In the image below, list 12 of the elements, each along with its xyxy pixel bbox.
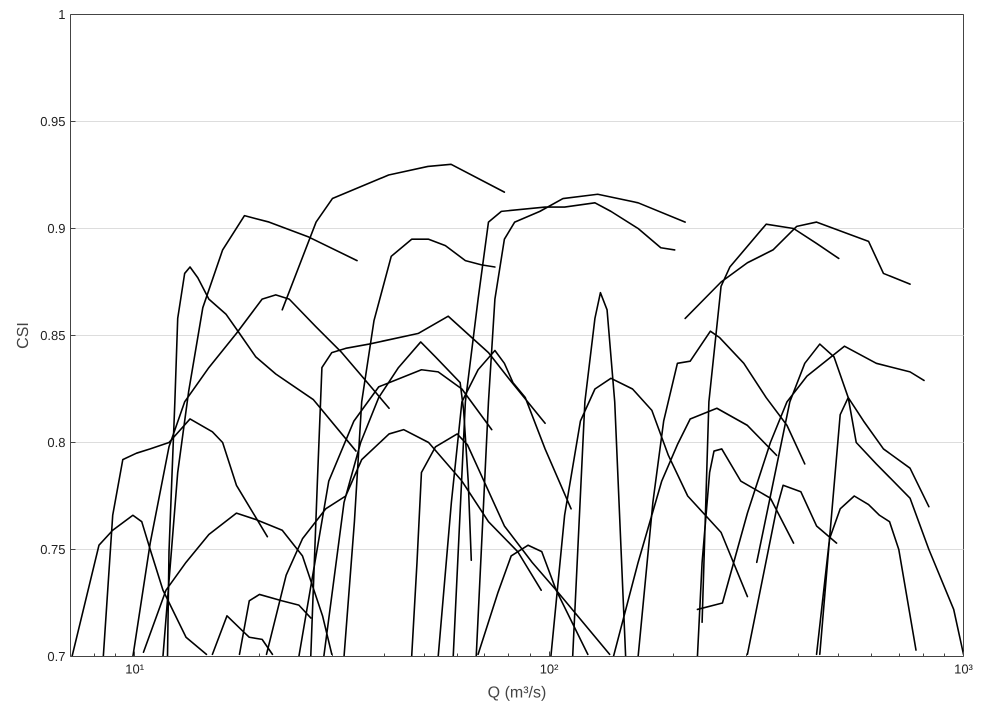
y-tick-label: 0.75 <box>40 542 66 557</box>
y-tick-label: 0.95 <box>40 114 66 129</box>
y-tick-label: 0.8 <box>47 435 66 450</box>
x-tick-label: 10¹ <box>125 662 145 676</box>
x-axis-title: Q (m³/s) <box>488 684 546 702</box>
y-tick-label: 0.85 <box>40 328 66 343</box>
x-tick-label: 10² <box>540 662 560 676</box>
y-tick-label: 1 <box>58 7 66 22</box>
y-tick-label: 0.9 <box>47 221 66 236</box>
x-tick-label: 10³ <box>954 662 974 676</box>
y-axis-title: CSI <box>15 322 32 349</box>
y-tick-label: 0.7 <box>47 649 66 664</box>
